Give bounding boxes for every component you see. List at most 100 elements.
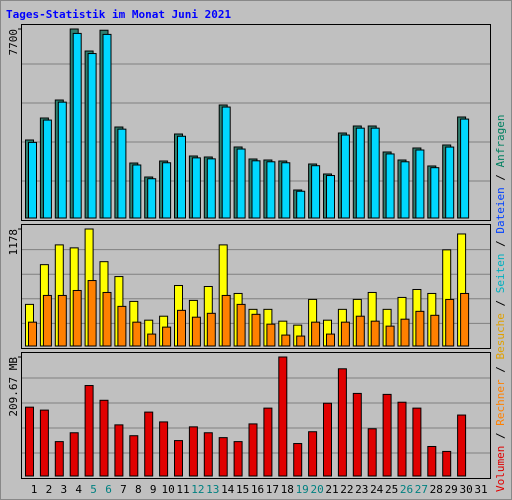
bar bbox=[102, 33, 112, 219]
bar bbox=[174, 440, 183, 477]
bar bbox=[296, 335, 306, 347]
chart-title: Tages-Statistik im Monat Juni 2021 bbox=[6, 8, 232, 21]
y-tick-label: 7700 bbox=[7, 29, 20, 56]
x-tick-label: 10 bbox=[161, 483, 174, 496]
bar bbox=[159, 421, 169, 477]
x-tick-label: 2 bbox=[46, 483, 53, 496]
x-tick-label: 22 bbox=[340, 483, 353, 496]
bar bbox=[278, 356, 288, 477]
x-tick-label: 3 bbox=[60, 483, 67, 496]
bar bbox=[191, 157, 201, 219]
bar bbox=[42, 119, 52, 219]
bar bbox=[400, 318, 410, 347]
bar bbox=[54, 441, 64, 477]
bar bbox=[203, 432, 213, 477]
x-tick-label: 11 bbox=[176, 483, 189, 496]
legend-entry: Anfragen bbox=[494, 114, 507, 167]
bar bbox=[117, 305, 127, 347]
y-tick-label: 1178 bbox=[7, 229, 20, 256]
bar bbox=[117, 128, 127, 219]
legend-separator: / bbox=[494, 293, 507, 313]
bar bbox=[42, 294, 52, 347]
bar bbox=[28, 321, 37, 347]
x-tick-label: 14 bbox=[221, 483, 235, 496]
legend-entry: Dateien bbox=[494, 187, 507, 233]
x-tick-label: 12 bbox=[191, 483, 204, 496]
bar bbox=[415, 149, 425, 219]
bar bbox=[460, 292, 470, 347]
x-tick-label: 8 bbox=[135, 483, 142, 496]
bar bbox=[352, 392, 362, 477]
x-tick-label: 9 bbox=[150, 483, 157, 496]
bar bbox=[340, 321, 350, 347]
bar bbox=[370, 320, 380, 347]
bar bbox=[326, 175, 335, 219]
bar bbox=[72, 32, 82, 219]
bar bbox=[311, 321, 321, 347]
bar bbox=[147, 178, 157, 219]
legend-entry: Volumen bbox=[494, 446, 507, 492]
bar bbox=[281, 162, 291, 219]
bar bbox=[308, 431, 318, 477]
bar bbox=[218, 437, 228, 477]
bar bbox=[206, 158, 216, 219]
bar bbox=[445, 146, 455, 219]
bar bbox=[326, 333, 335, 347]
legend: Volumen / Rechner / Besuche / Seiten / D… bbox=[494, 114, 507, 492]
x-tick-label: 4 bbox=[75, 483, 82, 496]
bar bbox=[248, 423, 258, 477]
bar bbox=[382, 393, 392, 477]
bar bbox=[385, 325, 395, 347]
bar bbox=[415, 310, 425, 347]
bar bbox=[99, 399, 109, 477]
bar bbox=[442, 450, 452, 477]
x-tick-label: 20 bbox=[310, 483, 323, 496]
x-tick-label: 7 bbox=[120, 483, 127, 496]
legend-entry: Besuche bbox=[494, 313, 507, 359]
legend-entry: Seiten bbox=[494, 254, 507, 294]
bar bbox=[427, 445, 437, 477]
x-tick-label: 13 bbox=[206, 483, 219, 496]
bar bbox=[206, 312, 216, 347]
bar bbox=[457, 414, 467, 477]
bar bbox=[236, 303, 246, 347]
bar bbox=[25, 406, 34, 477]
x-tick-label: 1 bbox=[31, 483, 38, 496]
bar bbox=[385, 153, 395, 219]
bar bbox=[355, 127, 365, 219]
x-tick-label: 17 bbox=[266, 483, 279, 496]
legend-separator: / bbox=[494, 234, 507, 254]
x-tick-label: 31 bbox=[474, 483, 487, 496]
x-tick-label: 24 bbox=[370, 483, 384, 496]
bar bbox=[39, 409, 49, 477]
bar bbox=[251, 313, 261, 347]
x-tick-label: 16 bbox=[251, 483, 264, 496]
bar bbox=[129, 435, 139, 477]
bar bbox=[69, 432, 79, 477]
bar bbox=[311, 165, 321, 219]
bar bbox=[177, 135, 186, 219]
bar bbox=[251, 160, 261, 219]
x-tick-label: 21 bbox=[325, 483, 338, 496]
bar bbox=[177, 309, 186, 347]
bar bbox=[132, 321, 142, 347]
bar bbox=[337, 368, 347, 477]
bar bbox=[162, 326, 172, 347]
bar bbox=[147, 333, 157, 347]
y-tick-label: 209.67 MB bbox=[7, 357, 20, 417]
bar bbox=[236, 148, 246, 219]
bar bbox=[263, 407, 273, 477]
bar bbox=[430, 314, 440, 347]
bar bbox=[355, 315, 365, 347]
bar bbox=[221, 106, 231, 219]
bar bbox=[266, 323, 276, 347]
legend-separator: / bbox=[494, 167, 507, 187]
legend-separator: / bbox=[494, 360, 507, 380]
x-tick-label: 28 bbox=[430, 483, 443, 496]
bar bbox=[323, 402, 332, 477]
x-tick-label: 30 bbox=[459, 483, 472, 496]
x-tick-label: 5 bbox=[90, 483, 97, 496]
bar bbox=[191, 316, 201, 347]
bar bbox=[397, 401, 407, 477]
